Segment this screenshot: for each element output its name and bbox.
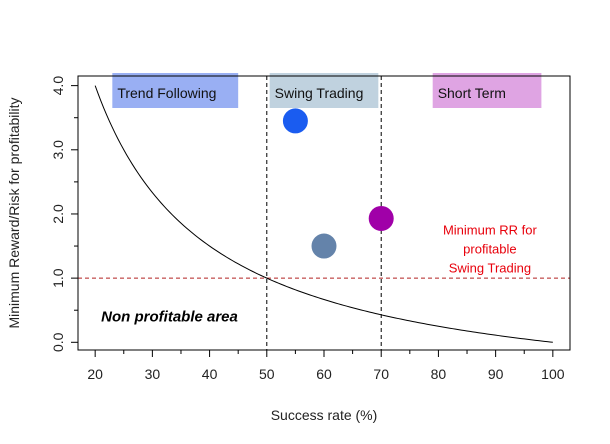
x-tick-label-5: 70 xyxy=(373,366,389,382)
region-label-2: Short Term xyxy=(438,85,506,101)
x-tick-label-6: 80 xyxy=(431,366,447,382)
x-tick-label-0: 20 xyxy=(87,366,103,382)
data-point-0 xyxy=(282,108,308,134)
data-points xyxy=(282,108,394,259)
region-boxes xyxy=(112,73,542,108)
region-label-1: Swing Trading xyxy=(275,85,364,101)
y-tick-label-4: 4.0 xyxy=(50,76,66,96)
x-tick-label-2: 40 xyxy=(202,366,218,382)
data-point-1 xyxy=(311,233,337,259)
y-tick-label-1: 1.0 xyxy=(50,268,66,288)
data-point-2 xyxy=(368,205,394,231)
rr-curve-group xyxy=(94,85,553,343)
x-tick-label-3: 50 xyxy=(259,366,275,382)
min-rr-note-line-1: profitable xyxy=(463,242,516,257)
region-box-1 xyxy=(269,73,379,108)
min-rr-note-line-2: Swing Trading xyxy=(449,261,531,276)
region-label-0: Trend Following xyxy=(117,85,216,101)
rr-curve xyxy=(94,85,553,343)
x-tick-label-4: 60 xyxy=(316,366,332,382)
x-tick-label-8: 100 xyxy=(541,366,565,382)
min-rr-note-line-0: Minimum RR for xyxy=(443,223,538,238)
region-box-0 xyxy=(112,73,239,108)
non-profitable-label: Non profitable area xyxy=(101,308,238,325)
y-tick-label-3: 3.0 xyxy=(50,140,66,160)
y-tick-label-2: 2.0 xyxy=(50,204,66,224)
x-tick-label-7: 90 xyxy=(488,366,504,382)
axes: 20 30 40 50 60 70 80 90 100 0.0 1.0 2.0 3.0 4.0 Succes… xyxy=(6,75,571,423)
annotations: Trend Following Swing Trading Short Term Mi… xyxy=(101,85,537,325)
y-tick-label-0: 0.0 xyxy=(50,332,66,352)
x-tick-label-1: 30 xyxy=(145,366,161,382)
x-axis-title: Success rate (%) xyxy=(271,407,378,423)
region-box-2 xyxy=(432,73,542,108)
y-axis-title: Minimum Reward/Risk for profitability xyxy=(6,97,22,328)
